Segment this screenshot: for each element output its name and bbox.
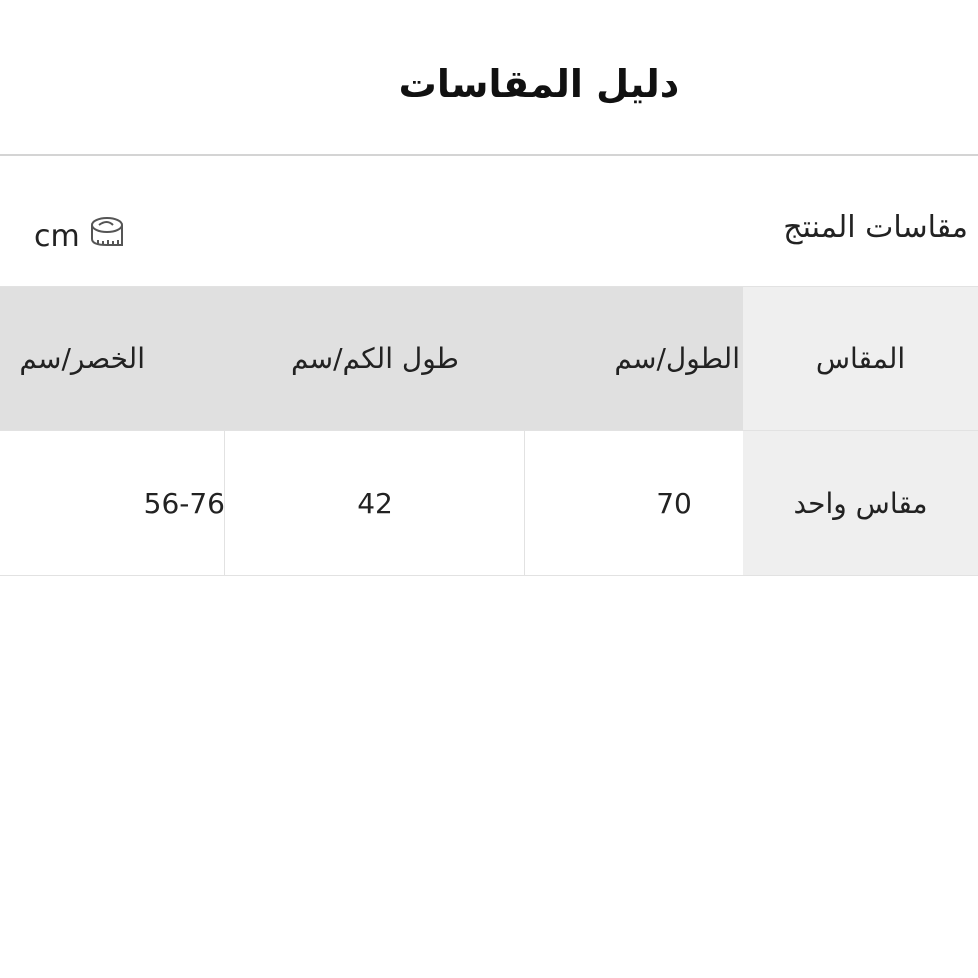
divider bbox=[0, 154, 978, 156]
unit-toggle[interactable]: cm bbox=[34, 215, 126, 257]
cell-waist: 56-76 bbox=[143, 486, 225, 520]
cell-sleeve-length: 42 bbox=[357, 486, 393, 520]
header-cell-length: الطول/سم bbox=[525, 287, 743, 430]
table-border bbox=[224, 431, 225, 575]
section-title: مقاسات المنتج bbox=[783, 210, 968, 245]
table-border bbox=[0, 286, 978, 287]
header-cell-waist: الخصر/سم bbox=[0, 287, 225, 430]
cell-size: مقاس واحد bbox=[743, 431, 978, 575]
header-cell-sleeve-length: طول الكم/سم bbox=[225, 287, 525, 430]
measuring-tape-icon bbox=[88, 215, 126, 257]
table-border bbox=[524, 431, 525, 575]
page-title: دليل المقاسات bbox=[398, 62, 680, 106]
header-cell-size: المقاس bbox=[743, 287, 978, 430]
unit-label: cm bbox=[34, 218, 80, 254]
table-border bbox=[0, 575, 978, 576]
cell-length: 70 bbox=[656, 486, 692, 520]
table-border bbox=[0, 430, 978, 431]
